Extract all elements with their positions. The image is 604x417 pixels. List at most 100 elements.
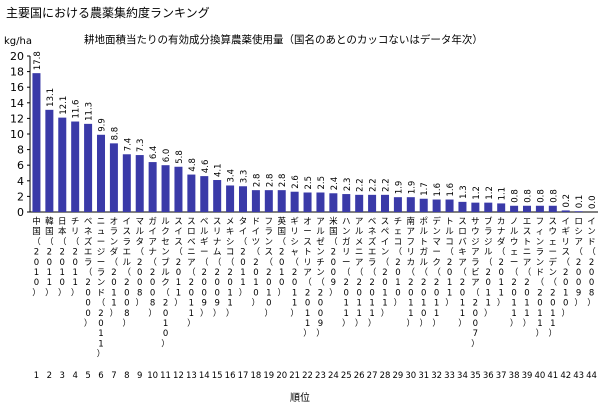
data-label: 4.8: [188, 158, 198, 172]
rank-number: 15: [212, 371, 223, 381]
rank-number: 20: [276, 371, 287, 381]
rank-number: 27: [367, 371, 378, 381]
x-tick-label: ノルウェー（ 2 0 1 1）: [510, 217, 519, 329]
chart-subtitle: 耕地面積当たりの有効成分換算農薬使用量（国名のあとのカッコないはデータ年次）: [84, 34, 483, 46]
rank-number: 42: [560, 371, 571, 381]
bar: [264, 190, 273, 212]
bar: [561, 210, 570, 212]
x-tick-label: ベネズエラ（ 2 0 0 0）: [84, 217, 93, 329]
data-label: 11.3: [85, 102, 95, 121]
y-tick-label: 0: [17, 206, 24, 219]
data-label: 5.8: [175, 150, 185, 164]
bar: [213, 180, 222, 212]
x-tick-label: ルクセンブルク（ 2 0 1 0）: [161, 217, 170, 349]
bar: [122, 154, 131, 212]
x-tick-label: スウェーデン（ 2 0 1 1）: [549, 217, 558, 339]
rank-number: 11: [160, 371, 171, 381]
x-tick-label: チェコ（ 2 0 1 0）: [394, 217, 403, 309]
data-label: 1.6: [446, 183, 456, 197]
rank-number: 39: [522, 371, 533, 381]
rank-number: 33: [444, 371, 455, 381]
data-label: 2.3: [343, 178, 353, 192]
bar: [522, 205, 532, 212]
data-label: 2.8: [265, 174, 275, 188]
bar: [187, 174, 196, 212]
data-label: 0.8: [511, 189, 521, 203]
bar: [406, 197, 415, 212]
x-tick-label: 中国（ 2 0 1 0）: [32, 216, 41, 298]
data-label: 2.5: [304, 176, 314, 190]
rank-number: 24: [328, 371, 339, 381]
bar: [96, 134, 106, 212]
x-tick-label: スロベニア（ 2 0 1 1）: [187, 217, 196, 329]
rank-number: 5: [85, 371, 90, 381]
x-tick-label: トルコ（ 2 0 1 1）: [445, 217, 454, 309]
rank-number: 18: [250, 371, 261, 381]
x-tick-label: 南アフリカ（ 2 0 1 1）: [407, 216, 416, 329]
bar: [368, 194, 377, 212]
bar: [238, 186, 248, 212]
bar: [535, 205, 544, 212]
bar: [497, 203, 506, 212]
x-tick-label: ベルギー（ 2 0 0 9）: [200, 217, 209, 319]
bar: [419, 198, 428, 212]
x-tick-label: スロバキア（ 2 0 1 1）: [458, 217, 467, 329]
data-label: 3.3: [240, 170, 250, 184]
rank-number: 34: [457, 371, 468, 381]
x-tick-label: ドイツ（ 2 0 1 0）: [252, 217, 261, 309]
x-tick-label: チリ（ 2 0 1 1）: [71, 217, 80, 298]
data-label: 4.1: [214, 163, 224, 177]
x-tick-label: 英国（ 2 0 1 0）: [277, 216, 286, 298]
x-tick-label: アルゼンチン（ 2 0 0 9）: [316, 217, 325, 339]
y-tick-label: 14: [10, 97, 24, 110]
data-label: 7.4: [123, 138, 133, 152]
rank-number: 25: [341, 371, 352, 381]
rank-number: 38: [509, 371, 520, 381]
rank-number: 40: [534, 371, 545, 381]
bar: [329, 193, 338, 212]
y-tick-label: 16: [10, 81, 24, 94]
x-tick-label: サウジアラビア（ 2 0 0 7）: [471, 217, 480, 349]
data-label: 1.9: [407, 181, 417, 195]
data-label: 2.5: [317, 176, 327, 190]
rank-number: 26: [354, 371, 365, 381]
bar: [574, 211, 583, 212]
rank-number: 3: [60, 371, 65, 381]
y-tick-label: 18: [10, 66, 24, 79]
x-tick-label: 米国（ 2 0 0 9）: [329, 216, 338, 298]
data-label: 2.4: [330, 177, 340, 191]
rank-number: 14: [199, 371, 210, 381]
bar: [458, 201, 467, 212]
bar: [380, 194, 390, 212]
y-tick-label: 4: [17, 175, 24, 188]
x-tick-label: スイス（ 2 0 1 1）: [174, 217, 183, 309]
rank-number: 28: [380, 371, 391, 381]
x-tick-label: 日本（ 2 0 1 0）: [58, 217, 67, 298]
bar: [393, 197, 402, 212]
data-label: 1.7: [420, 182, 430, 196]
x-tick-label: イスラエル（ 2 0 0 8）: [123, 217, 132, 329]
data-label: 4.6: [201, 160, 211, 174]
rank-number: 30: [405, 371, 416, 381]
bar: [58, 117, 67, 212]
x-axis-title: 順位: [290, 391, 310, 404]
rank-number: 2: [47, 371, 52, 381]
bar: [471, 202, 480, 212]
data-label: 0.8: [549, 189, 559, 203]
data-label: 9.9: [98, 118, 108, 132]
bar: [342, 194, 351, 212]
rank-number: 23: [315, 371, 326, 381]
x-tick-label: ベネズエラ（ 2 0 1 1）: [368, 217, 377, 329]
data-label: 3.4: [227, 169, 237, 183]
x-tick-label: フィンランド（ 2 0 1 1）: [536, 217, 545, 339]
rank-number: 17: [238, 371, 249, 381]
bar: [84, 123, 93, 212]
bar: [510, 205, 519, 212]
data-label: 2.6: [291, 175, 301, 189]
data-label: 1.3: [459, 185, 469, 199]
x-tick-label: ポルトガル（ 2 0 1 0）: [419, 217, 428, 329]
x-tick-label: ロシア（ 2 0 0 9）: [574, 217, 583, 309]
bar: [174, 166, 183, 212]
x-tick-label: タイ（ 2 0 1 1）: [239, 217, 248, 298]
